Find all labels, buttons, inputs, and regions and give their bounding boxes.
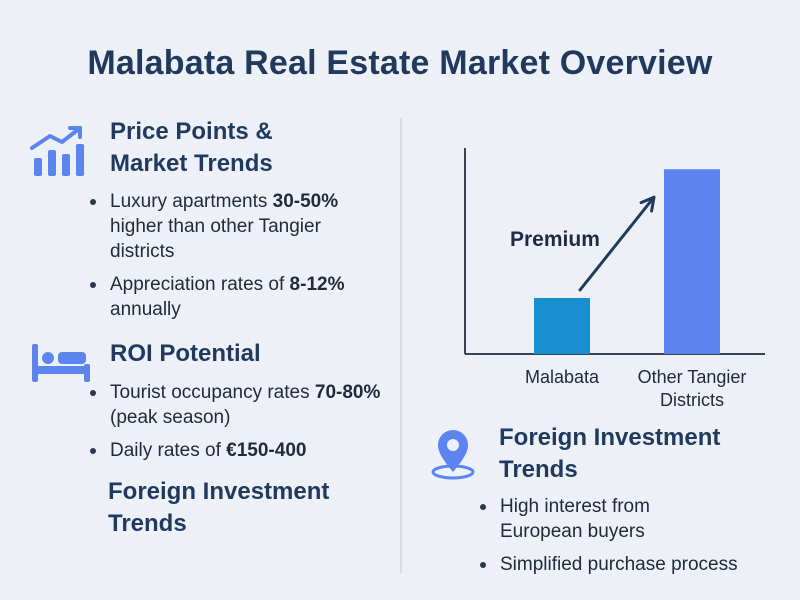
roi-list: Tourist occupancy rates 70-80% (peak sea… [88,380,388,471]
price-points-heading: Price Points & Market Trends [110,118,273,177]
list-item: High interest from European buyers [478,494,700,544]
list-item: Appreciation rates of 8-12% annually [88,272,388,322]
column-divider [400,118,402,573]
list-item: Simplified purchase process [478,552,778,577]
foreign-investment-heading: Foreign Investment Trends [499,424,721,483]
page-title: Malabata Real Estate Market Overview [87,44,713,82]
price-points-list: Luxury apartments 30-50% higher than oth… [88,189,388,330]
premium-annotation: Premium [510,228,600,251]
x-tick-label: Malabata [524,367,600,387]
premium-arrow [578,195,656,292]
premium-bar-chart: Premium [464,148,765,355]
growth-chart-icon [30,126,84,176]
x-tick-label: Other Tangier Districts [637,367,747,410]
bar-malabata [534,298,590,354]
location-pin-icon [431,430,475,480]
bar-other-districts [664,169,720,354]
list-item: Tourist occupancy rates 70-80% (peak sea… [88,380,388,430]
premium-arrowhead [639,195,656,213]
foreign-investment-list: High interest from European buyers Simpl… [478,494,778,585]
list-item: Luxury apartments 30-50% higher than oth… [88,189,388,264]
list-item: Daily rates of €150-400 [88,438,388,463]
foreign-investment-heading-left: Foreign Investment Trends [108,478,330,537]
bed-icon [32,344,90,382]
roi-heading: ROI Potential [110,340,261,367]
